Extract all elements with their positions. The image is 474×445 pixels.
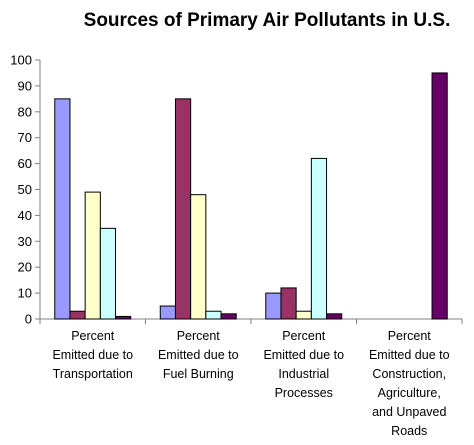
category-label-4-line-2: Emitted due to xyxy=(369,348,450,362)
category-label-1-line-2: Emitted due to xyxy=(52,348,133,362)
chart-title: Sources of Primary Air Pollutants in U.S… xyxy=(84,10,451,31)
x-axis xyxy=(39,318,463,324)
bar-cat2-series2 xyxy=(174,98,192,320)
y-tick-label: 90 xyxy=(18,78,32,93)
category-label-3-line-3: Industrial xyxy=(278,367,329,381)
category-label-2-line-1: Percent xyxy=(177,329,221,343)
category-labels: Percent Emitted due to Transportation Perce… xyxy=(52,329,449,438)
y-tick-label: 80 xyxy=(18,104,32,119)
bar-cat1-series4 xyxy=(99,227,117,320)
category-label-4-line-3: Construction, xyxy=(372,367,446,381)
category-label-4-line-5: and Unpaved xyxy=(372,405,446,419)
y-tick-label: 30 xyxy=(18,234,32,249)
y-tick-label: 0 xyxy=(25,312,32,327)
bar-cat1-series3 xyxy=(84,191,101,320)
bar-cat1-series2 xyxy=(69,310,86,320)
category-label-3-line-4: Processes xyxy=(275,386,333,400)
y-tick-label: 40 xyxy=(18,208,32,223)
y-tick-label: 20 xyxy=(18,260,32,275)
bar-cat3-series2 xyxy=(280,287,297,320)
category-label-4-line-4: Agriculture, xyxy=(378,386,441,400)
bar-cat3-series5 xyxy=(326,313,343,320)
category-label-4-line-1: Percent xyxy=(388,329,432,343)
y-tick-label: 70 xyxy=(18,130,32,145)
category-label-3-line-1: Percent xyxy=(282,329,326,343)
bar-cat3-series1 xyxy=(265,292,282,320)
bar-cat3-series3 xyxy=(295,310,312,320)
category-label-3-line-2: Emitted due to xyxy=(263,348,344,362)
bar-cat4-series5 xyxy=(431,72,448,320)
category-label-4-line-6: Roads xyxy=(391,424,427,438)
y-tick-label: 100 xyxy=(10,53,32,68)
bar-cat2-series3 xyxy=(190,194,207,320)
bar-cat1-series1 xyxy=(54,98,71,320)
y-tick-label: 10 xyxy=(18,286,32,301)
bar-cat3-series4 xyxy=(310,157,328,320)
y-tick-label: 60 xyxy=(18,156,32,171)
y-tick-label: 50 xyxy=(18,182,32,197)
bar-cat2-series1 xyxy=(159,305,176,320)
category-label-1-line-1: Percent xyxy=(71,329,115,343)
bar-cat1-series5 xyxy=(115,315,132,320)
category-label-1-line-3: Transportation xyxy=(53,367,133,381)
y-axis: 0 10 20 30 40 50 60 70 80 90 100 xyxy=(10,53,41,327)
category-label-2-line-3: Fuel Burning xyxy=(163,367,234,381)
category-label-2-line-2: Emitted due to xyxy=(158,348,239,362)
bars xyxy=(54,72,448,320)
bar-cat2-series4 xyxy=(205,310,222,320)
bar-cat2-series5 xyxy=(220,313,237,320)
